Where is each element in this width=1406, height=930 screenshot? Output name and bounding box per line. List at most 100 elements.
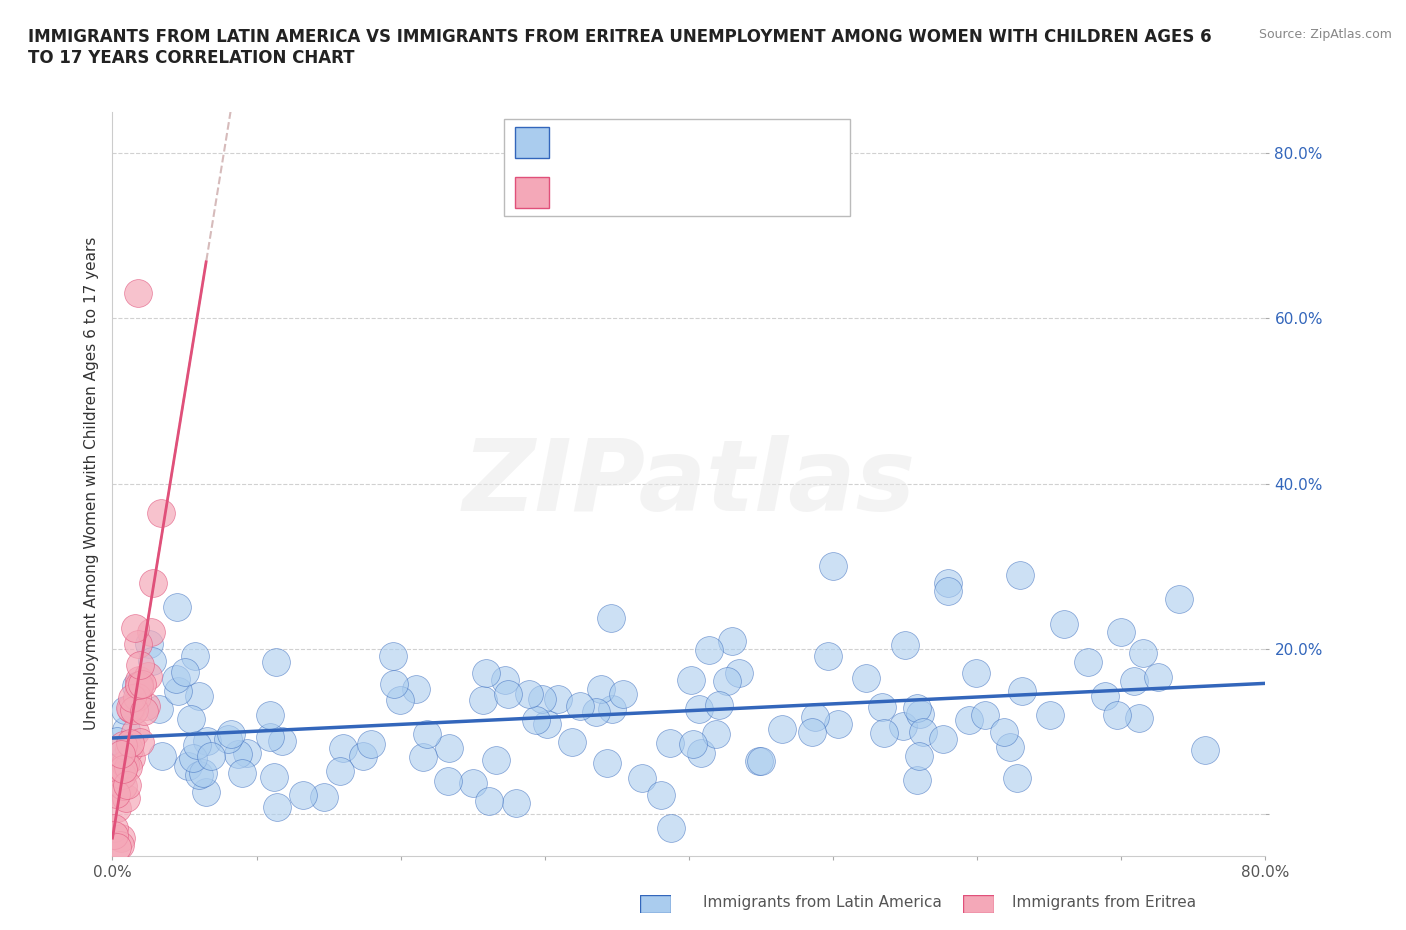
Point [226, 746, 249, 761]
Point [141, 654, 163, 669]
Point [194, 785, 217, 800]
Point [905, 772, 928, 787]
Point [1094, 688, 1116, 703]
Point [412, 750, 434, 764]
Point [931, 731, 953, 746]
Point [148, 701, 170, 716]
Point [748, 754, 770, 769]
Point [231, 765, 253, 780]
Point [936, 584, 959, 599]
Point [690, 745, 713, 760]
Point [120, 700, 142, 715]
Text: Immigrants from Eritrea: Immigrants from Eritrea [1012, 895, 1197, 910]
Text: Immigrants from Latin America: Immigrants from Latin America [703, 895, 942, 910]
Point [912, 725, 935, 740]
Point [138, 637, 160, 652]
Point [496, 686, 519, 701]
Point [1128, 711, 1150, 725]
Point [1077, 655, 1099, 670]
Point [191, 765, 214, 780]
Point [382, 676, 405, 691]
Point [821, 559, 844, 574]
Point [1007, 771, 1029, 786]
Point [870, 699, 893, 714]
Point [122, 702, 145, 717]
Point [187, 767, 209, 782]
Point [105, 801, 128, 816]
Point [166, 600, 188, 615]
Point [993, 724, 1015, 739]
Point [650, 788, 672, 803]
Point [188, 688, 211, 703]
Point [697, 643, 720, 658]
Point [1147, 670, 1170, 684]
Point [894, 637, 917, 652]
Point [770, 722, 793, 737]
Point [907, 700, 929, 715]
Point [965, 666, 987, 681]
Point [136, 669, 159, 684]
Point [127, 636, 149, 651]
Point [128, 679, 150, 694]
Point [728, 666, 751, 681]
Point [111, 762, 134, 777]
Point [180, 711, 202, 726]
Point [103, 821, 125, 836]
Point [751, 754, 773, 769]
Point [114, 723, 136, 737]
Point [688, 702, 710, 717]
Point [485, 752, 508, 767]
Point [131, 676, 153, 691]
Point [561, 735, 583, 750]
Point [195, 733, 218, 748]
Point [352, 749, 374, 764]
Point [114, 790, 136, 805]
Point [177, 758, 200, 773]
Point [118, 741, 141, 756]
Point [117, 759, 139, 774]
Point [120, 751, 142, 765]
Point [908, 707, 931, 722]
Point [259, 730, 281, 745]
Point [121, 691, 143, 706]
Point [1132, 645, 1154, 660]
Point [165, 671, 187, 686]
Point [111, 737, 134, 752]
Point [658, 736, 681, 751]
Point [264, 655, 287, 670]
Point [105, 840, 128, 855]
Y-axis label: Unemployment Among Women with Children Ages 6 to 17 years: Unemployment Among Women with Children A… [83, 237, 98, 730]
Point [236, 745, 259, 760]
Point [908, 748, 931, 763]
Point [112, 751, 135, 766]
Point [547, 691, 569, 706]
Point [721, 633, 744, 648]
Point [270, 733, 292, 748]
Point [184, 648, 207, 663]
Point [110, 747, 132, 762]
Point [103, 828, 125, 843]
Point [219, 726, 242, 741]
Point [630, 770, 652, 785]
Point [437, 740, 460, 755]
Point [1107, 708, 1129, 723]
Point [128, 672, 150, 687]
Point [804, 710, 827, 724]
Point [105, 734, 128, 749]
Point [659, 821, 682, 836]
Point [329, 764, 352, 778]
Point [1053, 617, 1076, 631]
Point [1010, 567, 1032, 582]
Point [855, 671, 877, 685]
Point [1194, 742, 1216, 757]
Point [132, 703, 155, 718]
Point [292, 788, 315, 803]
Point [998, 739, 1021, 754]
Point [127, 286, 149, 301]
Point [1011, 684, 1033, 698]
Point [124, 621, 146, 636]
Point [128, 678, 150, 693]
Point [217, 731, 239, 746]
Point [111, 778, 134, 793]
Point [150, 749, 173, 764]
